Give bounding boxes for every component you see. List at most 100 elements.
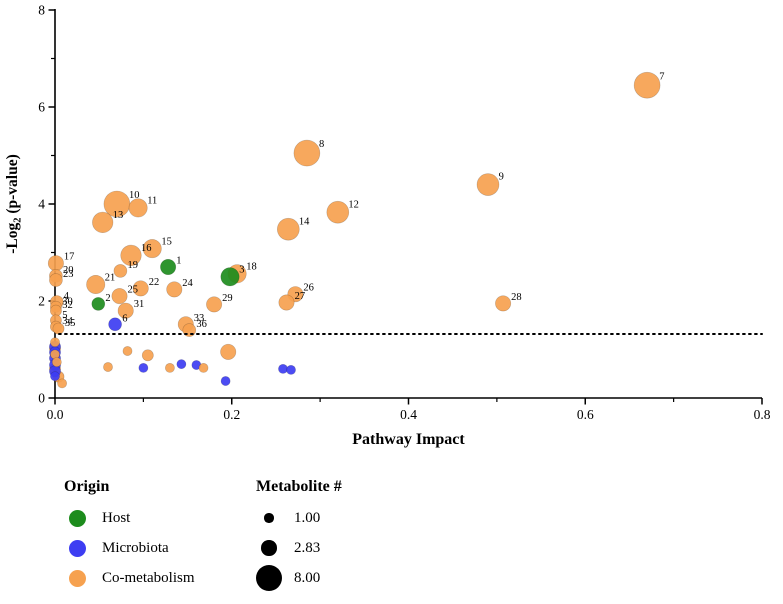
- point-label: 26: [303, 283, 314, 294]
- data-point[interactable]: [138, 362, 149, 373]
- legend-size-medium: 2.83: [256, 533, 342, 563]
- point-label: 19: [128, 260, 139, 271]
- data-point[interactable]: [103, 362, 113, 372]
- point-label: 17: [64, 252, 75, 263]
- data-point[interactable]: [160, 258, 177, 275]
- point-label: 2: [105, 293, 110, 304]
- data-point[interactable]: [476, 173, 500, 196]
- data-point[interactable]: [132, 280, 149, 297]
- legend-item-host: Host: [64, 503, 195, 533]
- point-label: 9: [499, 172, 504, 183]
- x-axis-title: Pathway Impact: [352, 431, 465, 448]
- point-label: 30: [62, 296, 73, 307]
- y-tick-label: 0: [38, 391, 45, 406]
- x-tick-label: 0.0: [47, 407, 64, 422]
- data-point[interactable]: [326, 200, 350, 224]
- data-point[interactable]: [495, 295, 512, 312]
- point-label: 3: [239, 265, 244, 276]
- point-label: 24: [182, 278, 193, 289]
- point-label: 23: [63, 269, 74, 280]
- size-swatch-large: [256, 565, 282, 592]
- data-point[interactable]: [50, 371, 60, 382]
- y-tick-label: 6: [38, 100, 45, 115]
- data-point[interactable]: [50, 337, 60, 348]
- legend-item-co-metabolism: Co-metabolism: [64, 563, 195, 593]
- legend-item-label: Co-metabolism: [102, 569, 195, 586]
- legend-size-large: 8.00: [256, 563, 342, 593]
- data-point[interactable]: [633, 71, 661, 99]
- legend-size-label: 2.83: [294, 539, 321, 556]
- point-label: 7: [659, 71, 664, 82]
- data-point[interactable]: [117, 302, 134, 319]
- point-label: 13: [113, 210, 124, 221]
- point-label: 34: [62, 316, 73, 327]
- point-label: 25: [128, 285, 139, 296]
- data-point[interactable]: [86, 274, 106, 294]
- point-label: 27: [295, 291, 306, 302]
- point-label: 10: [129, 190, 140, 201]
- data-point[interactable]: [198, 362, 209, 373]
- host-color-swatch: [68, 509, 86, 527]
- data-point[interactable]: [49, 273, 63, 287]
- data-point[interactable]: [57, 378, 67, 389]
- x-tick-label: 0.6: [577, 407, 594, 422]
- point-label: 28: [511, 292, 521, 303]
- point-label: 32: [62, 300, 73, 311]
- point-label: 18: [246, 262, 257, 273]
- data-point[interactable]: [276, 217, 300, 241]
- point-label: 11: [147, 196, 157, 207]
- y-tick-label: 2: [38, 294, 45, 309]
- data-point[interactable]: [51, 357, 62, 367]
- point-label: 8: [319, 139, 324, 150]
- data-point[interactable]: [164, 362, 175, 373]
- data-point[interactable]: [113, 264, 128, 278]
- data-point[interactable]: [142, 239, 162, 259]
- point-label: 12: [348, 199, 359, 210]
- size-legend: Metabolite # 1.00 2.83 8.00: [256, 478, 342, 593]
- data-point[interactable]: [128, 198, 148, 218]
- legend-size-label: 1.00: [294, 509, 321, 526]
- origin-legend-title: Origin: [64, 478, 110, 495]
- origin-legend: Origin Host Microbiota Co-metabolism: [64, 478, 195, 593]
- legend-size-label: 8.00: [294, 569, 321, 586]
- legend-item-label: Host: [102, 509, 131, 526]
- data-point[interactable]: [120, 244, 142, 266]
- data-point[interactable]: [47, 255, 64, 272]
- y-tick-label: 8: [38, 3, 45, 18]
- data-point[interactable]: [92, 211, 114, 233]
- data-point[interactable]: [278, 294, 295, 311]
- data-point[interactable]: [220, 267, 240, 287]
- point-label: 22: [149, 277, 160, 288]
- data-point[interactable]: [220, 376, 231, 386]
- point-label: 29: [222, 293, 233, 304]
- legend-item-microbiota: Microbiota: [64, 533, 195, 563]
- x-tick-label: 0.4: [400, 407, 417, 422]
- y-tick-label: 4: [38, 197, 45, 212]
- data-point[interactable]: [111, 288, 128, 305]
- point-label: 35: [65, 318, 76, 329]
- point-label: 14: [299, 216, 310, 227]
- x-tick-label: 0.8: [754, 407, 771, 422]
- data-point[interactable]: [122, 346, 133, 356]
- co-metabolism-color-swatch: [68, 569, 86, 587]
- data-point[interactable]: [176, 359, 187, 369]
- point-label: 21: [105, 272, 116, 283]
- data-point[interactable]: [108, 317, 122, 332]
- data-point[interactable]: [206, 296, 223, 313]
- data-point[interactable]: [293, 139, 321, 167]
- point-label: 5: [62, 310, 67, 321]
- microbiota-color-swatch: [68, 539, 86, 557]
- size-swatch-small: [264, 513, 274, 523]
- data-point[interactable]: [286, 364, 296, 375]
- data-point[interactable]: [91, 297, 106, 311]
- data-point[interactable]: [141, 349, 154, 362]
- y-axis-title: -Log2 (p-value): [4, 154, 24, 254]
- x-tick-label: 0.2: [223, 407, 240, 422]
- data-point[interactable]: [166, 281, 183, 298]
- legend-item-label: Microbiota: [102, 539, 169, 556]
- point-label: 31: [134, 299, 145, 310]
- point-label: 36: [196, 319, 207, 330]
- data-point[interactable]: [220, 343, 237, 360]
- point-label: 16: [141, 243, 152, 254]
